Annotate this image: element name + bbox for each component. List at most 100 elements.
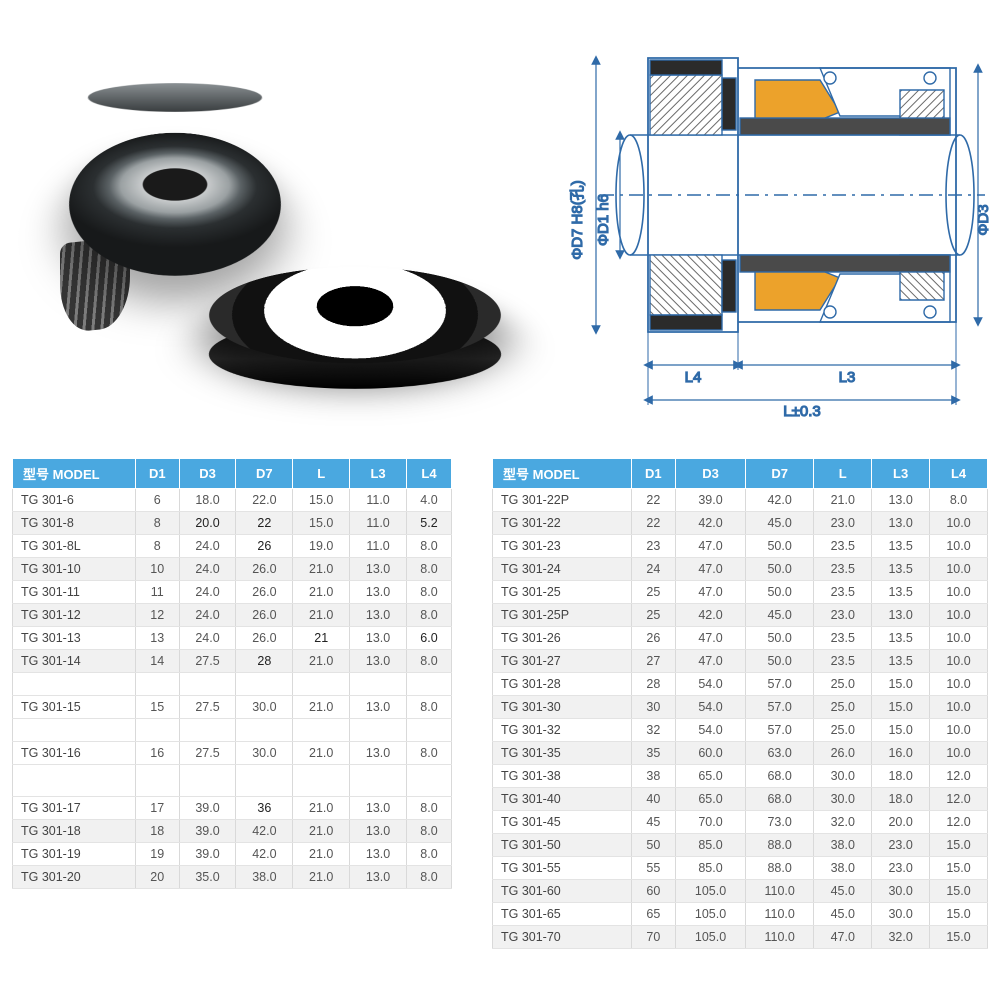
- stationary-seat-illustration: [192, 267, 517, 364]
- cell-value: 8.0: [406, 604, 451, 627]
- cell-value: 10.0: [930, 719, 988, 742]
- table-row: TG 301-303054.057.025.015.010.0: [493, 696, 988, 719]
- dim-l3: L3: [839, 369, 856, 386]
- cell-value: 21.0: [293, 558, 350, 581]
- cell-model: TG 301-16: [13, 742, 136, 765]
- cell-value: 26.0: [236, 581, 293, 604]
- cell-model: TG 301-60: [493, 880, 632, 903]
- col-header: L: [814, 459, 872, 489]
- col-header: L: [293, 459, 350, 489]
- table-row: TG 301-7070105.0110.047.032.015.0: [493, 926, 988, 949]
- cell-value: 30.0: [872, 903, 930, 926]
- cell-value: 13.0: [350, 866, 407, 889]
- table-row: TG 301-202035.038.021.013.08.0: [13, 866, 452, 889]
- cell-model: TG 301-13: [13, 627, 136, 650]
- cell-value: 45.0: [746, 512, 814, 535]
- cell-value: 11.0: [350, 489, 407, 512]
- spec-table-right-wrap: 型号 MODELD1D3D7LL3L4 TG 301-22P2239.042.0…: [492, 458, 988, 949]
- table-row: TG 301-161627.530.021.013.08.0: [13, 742, 452, 765]
- cell-value: 8.0: [406, 797, 451, 820]
- cell-value: 15.0: [930, 903, 988, 926]
- cell-value: 26.0: [236, 558, 293, 581]
- cell-value: 10.0: [930, 558, 988, 581]
- cell-value: 32: [631, 719, 675, 742]
- cell-value: 54.0: [676, 673, 746, 696]
- table-row: TG 301-242447.050.023.513.510.0: [493, 558, 988, 581]
- cell-value: 11.0: [350, 512, 407, 535]
- cell-model: TG 301-65: [493, 903, 632, 926]
- col-header: D1: [135, 459, 179, 489]
- cell-value: 13.0: [350, 581, 407, 604]
- cell-model: TG 301-26: [493, 627, 632, 650]
- cell-value: 68.0: [746, 765, 814, 788]
- cell-value: 30.0: [236, 696, 293, 719]
- cell-value: 13.5: [872, 650, 930, 673]
- cell-value: 26.0: [236, 627, 293, 650]
- cell-value: 110.0: [746, 926, 814, 949]
- cell-value: 30: [631, 696, 675, 719]
- cell-model: TG 301-10: [13, 558, 136, 581]
- cell-model: TG 301-50: [493, 834, 632, 857]
- table-row: TG 301-171739.03621.013.08.0: [13, 797, 452, 820]
- cell-value: 13.0: [350, 627, 407, 650]
- cell-value: 22: [631, 489, 675, 512]
- cell-value: 47.0: [676, 535, 746, 558]
- table-row: TG 301-6618.022.015.011.04.0: [13, 489, 452, 512]
- cell-value: 12.0: [930, 765, 988, 788]
- table-row: TG 301-323254.057.025.015.010.0: [493, 719, 988, 742]
- cell-value: 11: [135, 581, 179, 604]
- cell-value: 18.0: [872, 765, 930, 788]
- cell-value: 25.0: [814, 719, 872, 742]
- top-region: ΦD7 H8(孔) ΦD1 h6 ΦD3 L4 L3 L±0.3: [0, 0, 1000, 430]
- cell-value: 38.0: [814, 834, 872, 857]
- cell-value: 23.0: [872, 857, 930, 880]
- cell-value: 23.5: [814, 627, 872, 650]
- table-row: TG 301-8820.02215.011.05.2: [13, 512, 452, 535]
- col-header: D3: [179, 459, 236, 489]
- cell-value: 10.0: [930, 604, 988, 627]
- cell-value: 35: [631, 742, 675, 765]
- cell-model: TG 301-27: [493, 650, 632, 673]
- cell-value: 15.0: [293, 489, 350, 512]
- cell-value: 8.0: [930, 489, 988, 512]
- cell-value: 15.0: [293, 512, 350, 535]
- cell-value: 10.0: [930, 581, 988, 604]
- cell-value: 21.0: [293, 581, 350, 604]
- cell-value: 65: [631, 903, 675, 926]
- cell-value: 10.0: [930, 742, 988, 765]
- cell-model: TG 301-8L: [13, 535, 136, 558]
- cell-value: 10.0: [930, 627, 988, 650]
- cell-value: 24.0: [179, 558, 236, 581]
- cell-value: 8.0: [406, 820, 451, 843]
- table-row: TG 301-555585.088.038.023.015.0: [493, 857, 988, 880]
- cell-model: TG 301-22: [493, 512, 632, 535]
- spec-table-left: 型号 MODELD1D3D7LL3L4 TG 301-6618.022.015.…: [12, 458, 452, 889]
- cell-value: 15.0: [872, 719, 930, 742]
- cell-value: 18.0: [872, 788, 930, 811]
- cell-value: 13.0: [350, 650, 407, 673]
- dim-d7: ΦD7 H8(孔): [569, 180, 586, 259]
- cell-value: 27.5: [179, 742, 236, 765]
- cell-value: 27.5: [179, 650, 236, 673]
- col-header: L4: [930, 459, 988, 489]
- cell-value: 50.0: [746, 535, 814, 558]
- table-row: TG 301-101024.026.021.013.08.0: [13, 558, 452, 581]
- table-row: TG 301-505085.088.038.023.015.0: [493, 834, 988, 857]
- cell-value: 88.0: [746, 834, 814, 857]
- cell-value: 24.0: [179, 535, 236, 558]
- cell-model: TG 301-12: [13, 604, 136, 627]
- cell-value: 21.0: [293, 866, 350, 889]
- cell-value: 21: [293, 627, 350, 650]
- cell-value: 23.5: [814, 581, 872, 604]
- cell-model: TG 301-24: [493, 558, 632, 581]
- cell-value: 16.0: [872, 742, 930, 765]
- table-row: TG 301-454570.073.032.020.012.0: [493, 811, 988, 834]
- cell-value: 23.5: [814, 558, 872, 581]
- cell-value: 15: [135, 696, 179, 719]
- cell-value: 13.0: [350, 797, 407, 820]
- cell-value: 55: [631, 857, 675, 880]
- cell-value: 47.0: [676, 581, 746, 604]
- cell-value: 25: [631, 581, 675, 604]
- cell-value: 11.0: [350, 535, 407, 558]
- cell-value: 13.0: [350, 742, 407, 765]
